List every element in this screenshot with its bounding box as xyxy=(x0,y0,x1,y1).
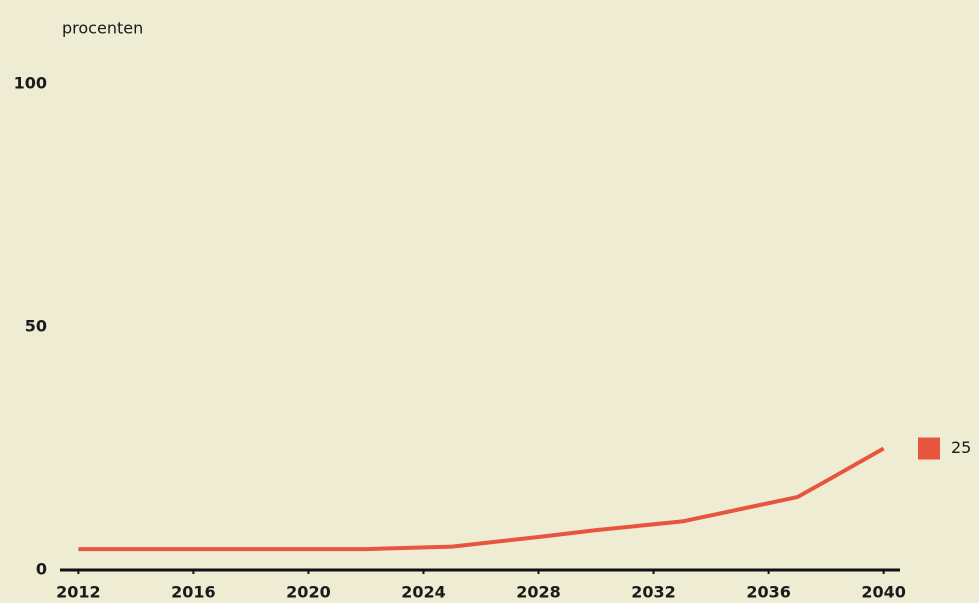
y-tick-label: 0 xyxy=(36,560,47,579)
x-tick-label: 2012 xyxy=(56,583,101,602)
end-marker xyxy=(918,437,940,460)
y-tick-label: 100 xyxy=(14,74,47,93)
x-tick-label: 2040 xyxy=(861,583,906,602)
end-label: 25 xyxy=(951,438,971,457)
y-tick-label: 50 xyxy=(25,317,47,336)
x-tick-label: 2028 xyxy=(516,583,561,602)
x-tick-label: 2020 xyxy=(286,583,331,602)
x-tick-label: 2032 xyxy=(631,583,676,602)
line-series xyxy=(78,446,885,552)
x-tick-label: 2036 xyxy=(746,583,791,602)
x-tick-label: 2016 xyxy=(171,583,216,602)
y-axis-label: procenten xyxy=(62,19,143,38)
x-tick-label: 2024 xyxy=(401,583,446,602)
